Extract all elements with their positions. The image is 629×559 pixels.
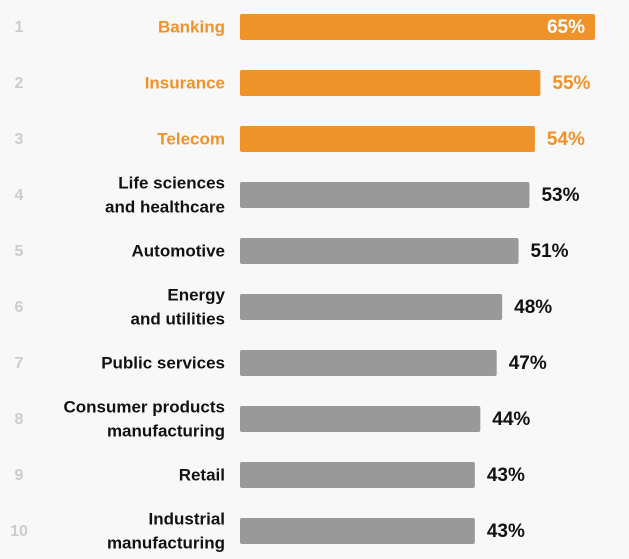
- bar: [240, 294, 503, 320]
- category-label: Industrial: [148, 509, 225, 528]
- value-label: 53%: [541, 185, 579, 206]
- category-label: manufacturing: [107, 533, 225, 552]
- value-label: 43%: [487, 465, 525, 486]
- category-label: Retail: [179, 465, 225, 484]
- bar: [240, 14, 595, 40]
- category-label: manufacturing: [107, 421, 225, 440]
- rank: 5: [15, 243, 24, 260]
- category-label: Automotive: [132, 241, 226, 260]
- value-label: 54%: [547, 129, 585, 150]
- category-label: Telecom: [157, 129, 225, 148]
- bar: [240, 70, 541, 96]
- rank: 7: [15, 355, 24, 372]
- bar: [240, 462, 475, 488]
- category-label: Banking: [158, 17, 225, 36]
- bar: [240, 406, 481, 432]
- value-label: 51%: [531, 241, 569, 262]
- value-label: 48%: [514, 297, 552, 318]
- value-label: 65%: [547, 17, 585, 38]
- rank: 1: [15, 19, 24, 36]
- category-label: Life sciences: [118, 173, 225, 192]
- category-label: and healthcare: [105, 197, 225, 216]
- bar: [240, 518, 475, 544]
- rank: 3: [15, 131, 24, 148]
- category-label: Public services: [101, 353, 225, 372]
- rank: 6: [15, 299, 24, 316]
- rank: 4: [15, 187, 24, 204]
- bar: [240, 238, 519, 264]
- value-label: 44%: [492, 409, 530, 430]
- rank: 2: [15, 75, 24, 92]
- category-label: Energy: [167, 285, 225, 304]
- rank: 8: [15, 411, 24, 428]
- bar: [240, 126, 535, 152]
- value-label: 55%: [552, 73, 590, 94]
- category-label: and utilities: [131, 309, 225, 328]
- bar: [240, 350, 497, 376]
- rank: 9: [15, 467, 24, 484]
- category-label: Insurance: [145, 73, 225, 92]
- category-label: Consumer products: [63, 397, 225, 416]
- bar: [240, 182, 530, 208]
- value-label: 47%: [509, 353, 547, 374]
- rank: 10: [10, 523, 28, 540]
- value-label: 43%: [487, 521, 525, 542]
